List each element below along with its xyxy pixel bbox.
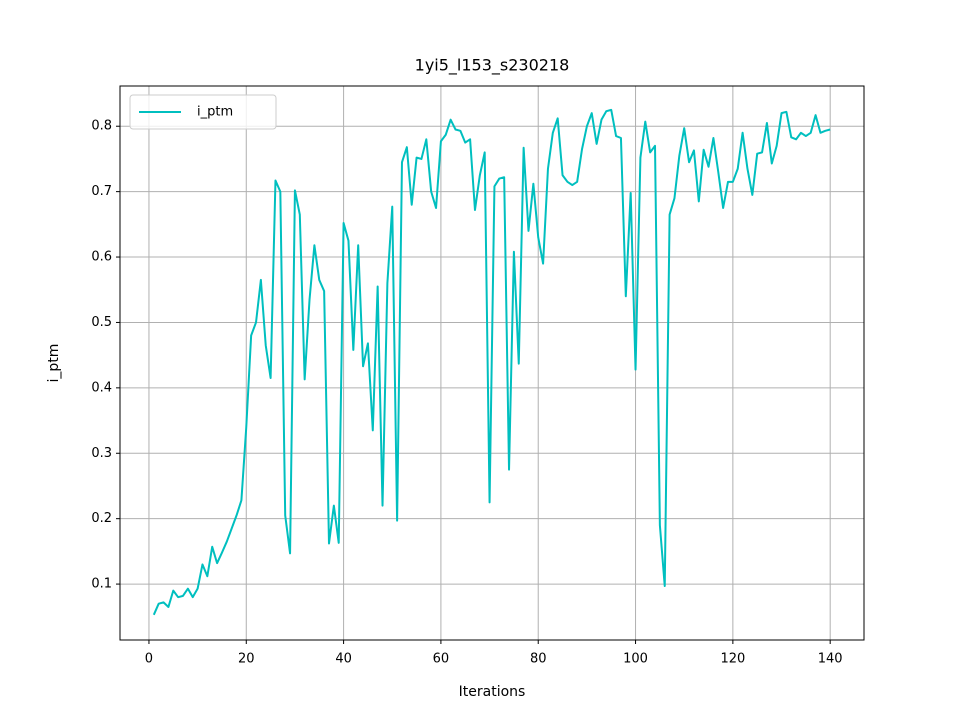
y-tick-label: 0.7 [91,184,112,199]
y-tick-label: 0.6 [91,250,112,265]
x-tick-label: 80 [530,652,547,667]
x-tick-label: 0 [145,652,153,667]
x-tick-label: 100 [623,652,648,667]
y-axis-label: i_ptm [46,344,62,383]
x-tick-label: 40 [335,652,352,667]
x-tick-label: 60 [433,652,450,667]
legend-label: i_ptm [197,105,233,120]
plot-frame [119,85,865,641]
y-tick-label: 0.5 [91,315,112,330]
x-axis-label: Iterations [459,684,526,700]
chart-title: 1yi5_l153_s230218 [415,56,570,76]
y-tick-label: 0.1 [91,577,112,592]
y-tick-label: 0.3 [91,446,112,461]
y-tick-label: 0.2 [91,511,112,526]
x-tick-label: 140 [818,652,843,667]
legend: i_ptm [129,94,277,130]
data-line [152,108,831,616]
x-tick-label: 20 [238,652,255,667]
legend-box [129,94,277,130]
y-tick-label: 0.8 [91,119,112,134]
y-tick-label: 0.4 [91,380,112,395]
x-tick-label: 120 [720,652,745,667]
